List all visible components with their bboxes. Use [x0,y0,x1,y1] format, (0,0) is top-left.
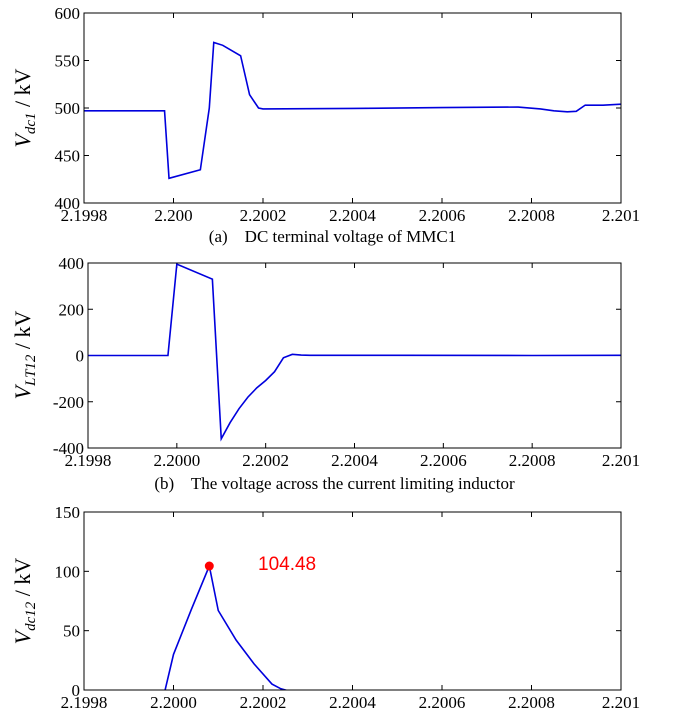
y-tick-label: 550 [55,52,81,71]
peak-marker [204,561,214,571]
y-axis-label-symbol: V [10,383,35,399]
x-tick-label: 2.2002 [240,693,287,712]
x-tick-label: 2.2004 [331,451,378,470]
y-tick-label: 500 [55,99,81,118]
y-tick-label: 100 [55,562,81,581]
y-axis-label-subscript: dc1 [23,112,39,134]
y-tick-label: -200 [53,393,84,412]
y-axis-label-symbol: V [10,132,35,148]
y-tick-label: -400 [53,439,84,458]
series-line [164,563,289,690]
y-axis-label: Vdc12 / kV [10,558,39,645]
x-tick-label: 2.2006 [419,206,466,225]
x-tick-label: 2.1998 [61,693,108,712]
panel-inductor-voltage: 2.1998 2.2000 2.2002 2.2004 2.2006 2.2008 2.20… [10,254,640,493]
y-axis-label: Vdc1 / kV [10,68,39,147]
y-tick-label: 400 [59,254,85,273]
series-line [88,263,621,442]
y-tick-label: 50 [63,622,80,641]
plot-frame [87,262,622,449]
plot-frame [83,12,622,204]
y-axis-label-symbol: V [10,628,35,644]
x-tick-label: 2.201 [602,451,640,470]
x-tick-label: 2.1998 [61,206,108,225]
y-tick-label: 450 [55,147,81,166]
y-axis-label-subscript: dc12 [23,601,39,631]
x-tick-label: 2.2004 [329,693,376,712]
x-tick-label: 2.1998 [65,451,112,470]
y-tick-label: 150 [55,503,81,522]
x-tick-label: 2.2006 [419,693,466,712]
x-tick-label: 2.2008 [508,693,555,712]
x-tick-label: 2.2008 [509,451,556,470]
y-axis-label-subscript: LT12 [23,354,39,387]
panel-caption: (a) DC terminal voltage of MMC1 [209,227,456,246]
y-tick-label: 0 [76,347,85,366]
x-tick-label: 2.2000 [150,693,197,712]
y-axis-label-unit: / kV [10,68,35,112]
x-tick-label: 2.2006 [420,451,467,470]
x-tick-label: 2.2008 [508,206,555,225]
x-tick-label: 2.2000 [153,451,200,470]
y-tick-label: 400 [55,194,81,213]
y-axis-label-unit: / kV [10,310,35,354]
x-tick-label: 2.2002 [240,206,287,225]
y-tick-label: 600 [55,4,81,23]
panel-caption: (b) The voltage across the current limit… [154,474,515,493]
x-tick-label: 2.201 [602,693,640,712]
panel-dc-terminal-voltage: 2.1998 2.200 2.2002 2.2004 2.2006 2.2008 2.201… [10,4,640,246]
x-tick-label: 2.2004 [329,206,376,225]
y-axis-label: VLT12 / kV [10,310,39,399]
y-axis-label-unit: / kV [10,558,35,602]
peak-label: 104.48 [258,554,316,575]
x-tick-label: 2.2002 [242,451,289,470]
y-tick-label: 0 [72,681,81,700]
y-tick-label: 200 [59,300,85,319]
panel-dc12-voltage: 2.1998 2.2000 2.2002 2.2004 2.2006 2.2008 2.20… [10,503,640,712]
x-tick-label: 2.201 [602,206,640,225]
x-tick-label: 2.200 [154,206,192,225]
plot-frame [83,511,622,691]
series-line [84,41,621,180]
